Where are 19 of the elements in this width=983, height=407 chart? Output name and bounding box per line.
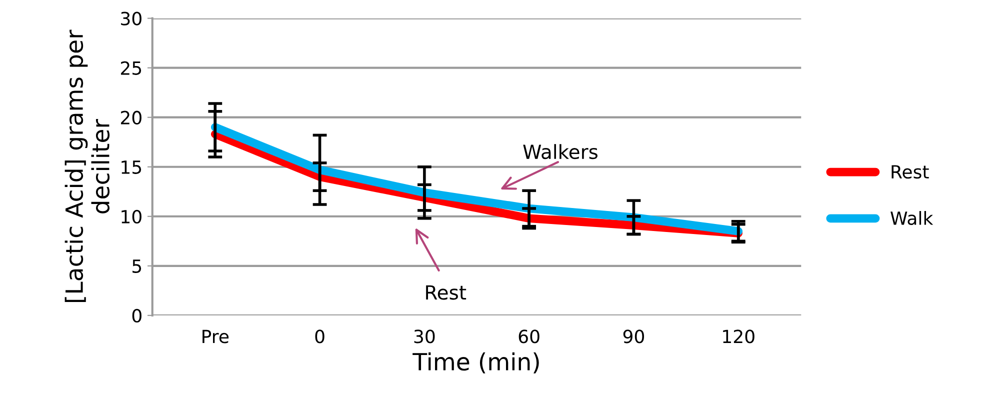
x-axis-title: Time (min) xyxy=(412,352,539,374)
x-tick-label: 0 xyxy=(315,330,324,344)
y-tick-label: 15 xyxy=(122,160,142,174)
x-tick-label: 30 xyxy=(414,330,435,344)
y-axis-title: [Lactic Acid] grams per deciliter xyxy=(64,30,110,302)
x-tick-label: 60 xyxy=(518,330,540,344)
x-tick-label: Pre xyxy=(202,330,229,344)
x-tick-label: 90 xyxy=(623,330,644,344)
annotation: Rest xyxy=(426,285,466,300)
y-tick-label: 10 xyxy=(122,210,142,224)
x-tick-label: 120 xyxy=(723,330,754,344)
y-tick-label: 20 xyxy=(120,110,142,124)
legend-label: Rest xyxy=(892,165,929,179)
legend-label: Walk xyxy=(890,211,934,225)
y-tick-label: 25 xyxy=(120,61,142,75)
y-tick-label: 0 xyxy=(132,308,142,323)
y-tick-label: 30 xyxy=(121,12,142,26)
y-tick-label: 5 xyxy=(132,260,142,274)
annotation: Walkers xyxy=(523,144,598,160)
